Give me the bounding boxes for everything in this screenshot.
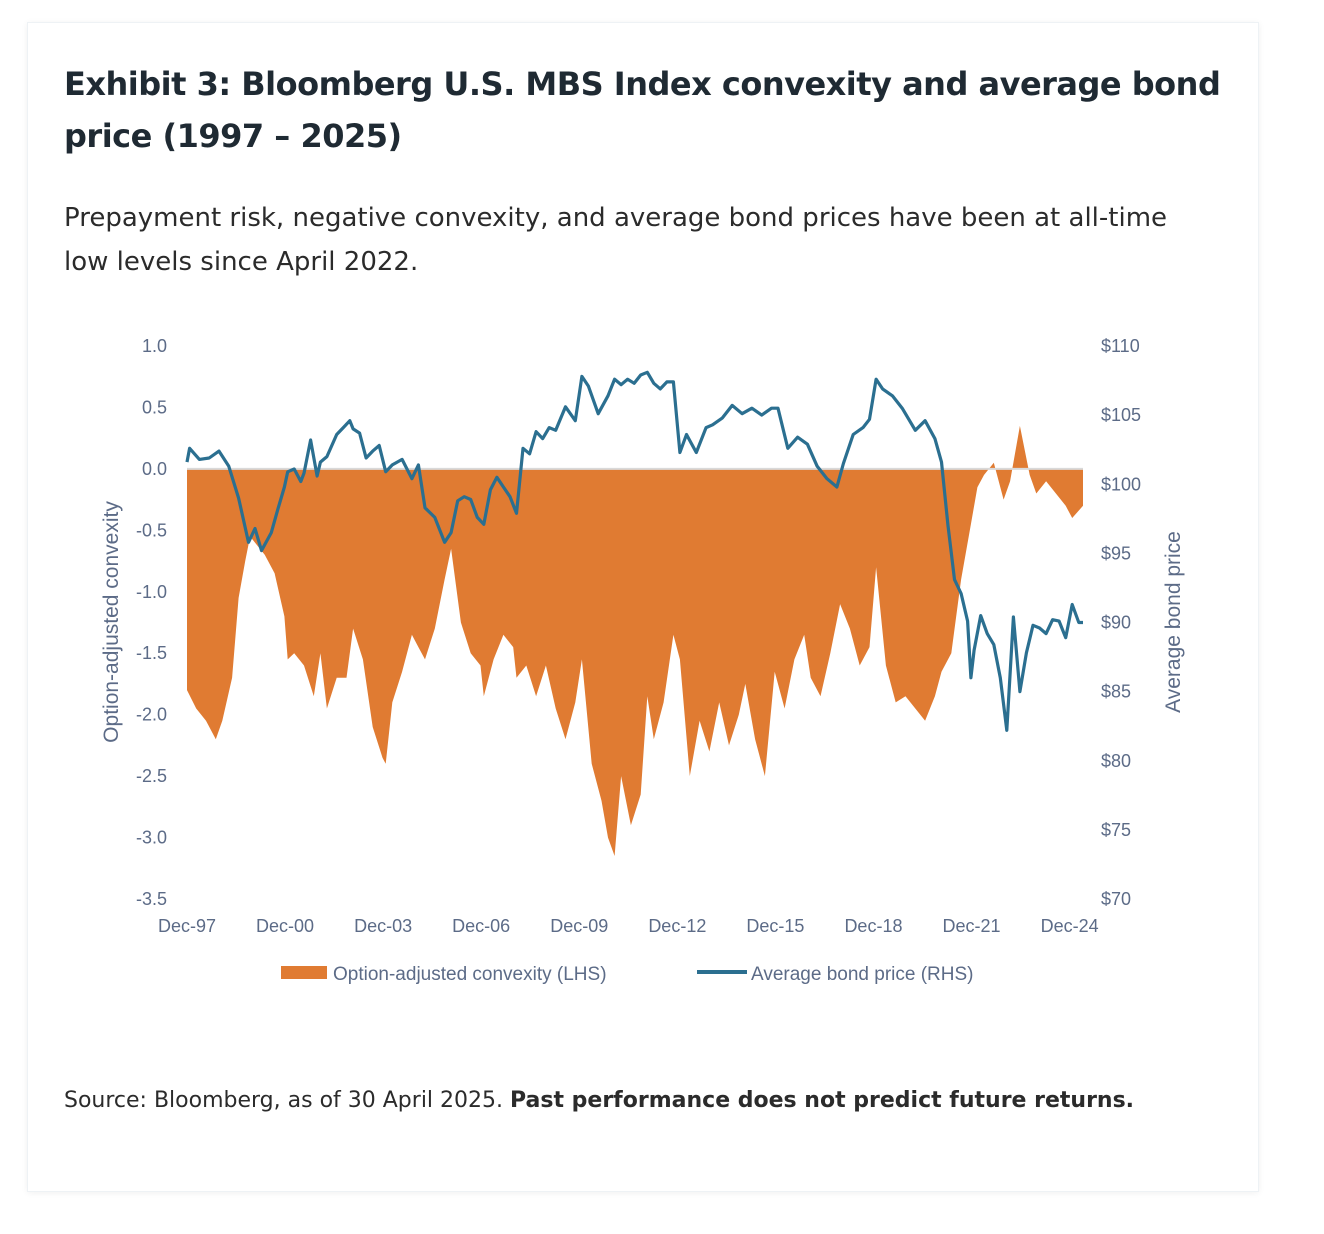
right-tick-label: $75 <box>1101 820 1131 840</box>
legend-label-price: Average bond price (RHS) <box>751 964 973 985</box>
left-tick-label: 0.5 <box>142 397 167 417</box>
left-axis-label: Option-adjusted convexity <box>100 501 123 743</box>
right-tick-label: $90 <box>1101 613 1131 633</box>
right-tick-label: $95 <box>1101 543 1131 563</box>
left-tick-label: 1.0 <box>142 336 167 356</box>
disclaimer-text: Past performance does not predict future… <box>510 1088 1135 1113</box>
right-tick-label: $80 <box>1101 751 1131 771</box>
right-tick-label: $110 <box>1101 336 1140 356</box>
right-axis-ticks: $110 $105 $100 $95 $90 $85 $80 $75 $70 <box>1101 336 1141 909</box>
x-tick-label: Dec-24 <box>1041 916 1099 936</box>
convexity-area <box>187 425 1083 856</box>
x-tick-label: Dec-06 <box>452 916 510 936</box>
x-tick-label: Dec-12 <box>648 916 706 936</box>
left-tick-label: 0.0 <box>142 459 167 479</box>
x-axis-ticks: Dec-97 Dec-00 Dec-03 Dec-06 Dec-09 Dec-12 Dec-… <box>158 916 1099 936</box>
exhibit-title: Exhibit 3: Bloomberg U.S. MBS Index conv… <box>64 65 1221 155</box>
x-tick-label: Dec-15 <box>746 916 804 936</box>
price-line-layer <box>185 370 1083 732</box>
legend: Option-adjusted convexity (LHS) Average … <box>281 964 973 985</box>
left-axis-ticks: 1.0 0.5 0.0 -0.5 -1.0 -1.5 -2.0 -2.5 -3.0 -3.5 <box>136 336 167 909</box>
left-tick-label: -1.5 <box>136 643 167 663</box>
right-axis-label: Average bond price <box>1162 531 1185 713</box>
x-tick-label: Dec-03 <box>354 916 412 936</box>
price-line <box>185 370 1083 732</box>
source-note: Source: Bloomberg, as of 30 April 2025. … <box>64 1088 1134 1113</box>
x-tick-label: Dec-00 <box>256 916 314 936</box>
convexity-area-layer <box>187 425 1083 856</box>
left-tick-label: -2.0 <box>136 705 167 725</box>
x-tick-label: Dec-09 <box>550 916 608 936</box>
right-tick-label: $85 <box>1101 682 1131 702</box>
exhibit-subtitle: Prepayment risk, negative convexity, and… <box>64 203 1168 277</box>
left-tick-label: -3.0 <box>136 828 167 848</box>
x-tick-label: Dec-21 <box>943 916 1001 936</box>
right-tick-label: $70 <box>1101 889 1131 909</box>
x-tick-label: Dec-18 <box>844 916 902 936</box>
legend-swatch-convexity <box>281 966 327 979</box>
legend-label-convexity: Option-adjusted convexity (LHS) <box>333 964 607 985</box>
left-tick-label: -1.0 <box>136 582 167 602</box>
x-tick-label: Dec-97 <box>158 916 216 936</box>
right-tick-label: $105 <box>1101 405 1141 425</box>
left-tick-label: -2.5 <box>136 766 167 786</box>
source-text: Source: Bloomberg, as of 30 April 2025. <box>64 1088 511 1113</box>
left-tick-label: -3.5 <box>136 889 167 909</box>
left-tick-label: -0.5 <box>136 520 167 540</box>
right-tick-label: $100 <box>1101 474 1141 494</box>
